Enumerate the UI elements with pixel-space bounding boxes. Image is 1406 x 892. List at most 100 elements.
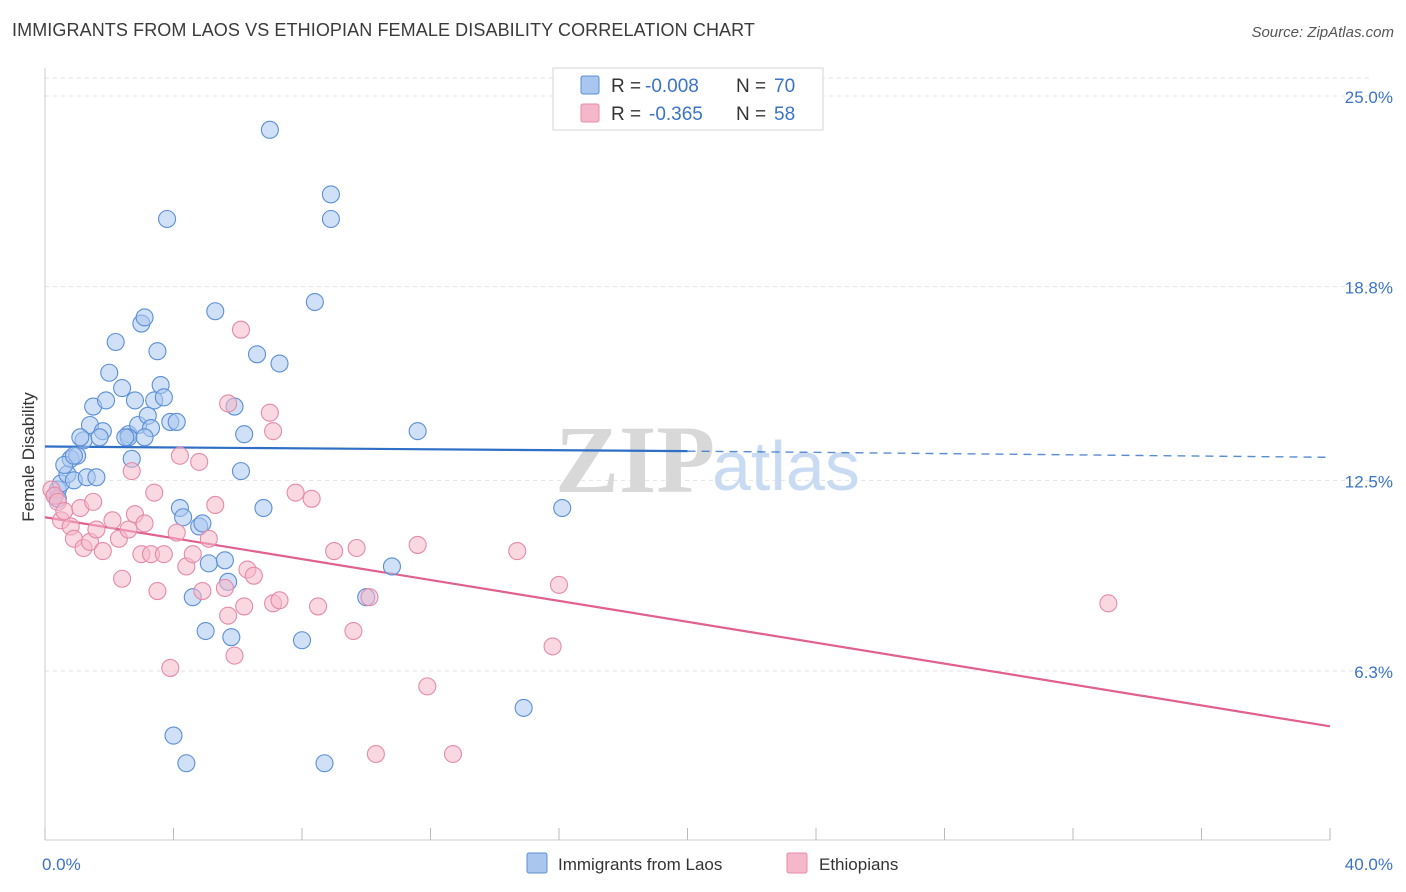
- laos-point: [116, 428, 135, 447]
- ethiopians-point: [87, 520, 106, 539]
- ethiopians-point: [135, 514, 154, 533]
- laos-point: [514, 698, 533, 717]
- y-tick-label: 18.8%: [1345, 279, 1393, 298]
- ethiopians-point: [302, 489, 321, 508]
- laos-point: [96, 391, 116, 410]
- legend-swatch-laos: [580, 75, 600, 95]
- ethiopians-point: [286, 483, 305, 502]
- ethiopians-point: [199, 529, 218, 548]
- ethiopians-point: [215, 578, 234, 598]
- ethiopians-point: [113, 569, 132, 588]
- laos-trend-line: [44, 445, 688, 453]
- x-tick-label: 0.0%: [42, 855, 81, 874]
- laos-point: [215, 551, 234, 570]
- laos-point: [292, 631, 312, 650]
- ethiopians-point: [145, 483, 164, 502]
- ethiopians-point: [167, 523, 186, 542]
- stats-legend: R = -0.008 N = 70 R = -0.365 N = 58: [552, 67, 824, 131]
- axes: [44, 68, 1331, 841]
- laos-point: [64, 446, 83, 465]
- laos-point: [254, 498, 273, 518]
- legend-n-label-ethiopians: N =: [736, 104, 766, 125]
- laos-point: [193, 514, 212, 533]
- legend-series-laos: Immigrants from Laos: [558, 855, 722, 874]
- y-axis-title: Female Disability: [19, 392, 38, 522]
- ethiopians-point: [161, 658, 180, 677]
- laos-point: [71, 428, 90, 447]
- ethiopians-point: [190, 452, 209, 471]
- x-tick-labels: 0.0% 40.0%: [42, 855, 1393, 874]
- y-tick-label: 25.0%: [1345, 88, 1393, 107]
- laos-point: [167, 412, 186, 431]
- laos-point: [113, 379, 132, 398]
- data-points: [42, 120, 1118, 773]
- ethiopians-point: [84, 492, 103, 511]
- laos-point: [90, 428, 109, 447]
- ethiopians-trend-line: [44, 516, 1331, 728]
- legend-series-ethiopians: Ethiopians: [819, 855, 898, 874]
- trend-lines: [44, 445, 1331, 728]
- laos-point: [177, 754, 196, 773]
- laos-point: [164, 726, 183, 745]
- source-credit: Source: ZipAtlas.com: [1251, 24, 1394, 41]
- ethiopians-point: [347, 538, 366, 558]
- laos-point: [408, 422, 427, 441]
- ethiopians-point: [260, 403, 279, 422]
- legend-n-label-laos: N =: [736, 76, 766, 97]
- legend-r-value-laos: -0.008: [645, 76, 699, 97]
- ethiopians-point: [103, 511, 122, 530]
- ethiopians-point: [235, 597, 254, 616]
- ethiopians-point: [231, 320, 251, 339]
- legend-n-value-laos: 70: [774, 76, 795, 97]
- laos-point: [87, 468, 106, 487]
- watermark-atlas: atlas: [712, 427, 860, 505]
- ethiopians-point: [309, 597, 328, 616]
- laos-point: [100, 363, 119, 382]
- laos-point: [231, 462, 251, 481]
- ethiopians-point: [408, 535, 427, 554]
- ethiopians-point: [1099, 594, 1118, 613]
- legend-r-label-ethiopians: R =: [611, 104, 641, 125]
- ethiopians-point: [508, 542, 527, 561]
- ethiopians-point: [549, 575, 569, 594]
- ethiopians-point: [183, 545, 202, 564]
- ethiopians-point: [93, 542, 112, 561]
- legend-r-label-laos: R =: [611, 76, 641, 97]
- grid-lines: [45, 77, 1370, 672]
- laos-point: [199, 554, 218, 573]
- laos-point: [135, 428, 154, 447]
- ethiopians-point: [55, 502, 74, 521]
- laos-point: [321, 185, 340, 204]
- laos-point: [158, 209, 177, 229]
- laos-point: [154, 388, 173, 407]
- ethiopians-point: [325, 542, 344, 561]
- ethiopians-point: [264, 422, 283, 441]
- laos-point: [382, 557, 402, 576]
- legend-swatch-bottom-ethiopians: [786, 852, 808, 874]
- laos-point: [321, 209, 340, 229]
- laos-point: [247, 345, 267, 364]
- laos-point: [315, 754, 334, 773]
- x-tick-label: 40.0%: [1345, 855, 1393, 874]
- laos-point: [235, 425, 254, 444]
- ethiopians-point: [360, 588, 379, 607]
- ethiopians-point: [193, 582, 212, 601]
- watermark: ZIP atlas: [555, 406, 860, 513]
- legend-r-value-ethiopians: -0.365: [649, 104, 703, 125]
- laos-point: [305, 292, 324, 312]
- y-tick-label: 6.3%: [1354, 663, 1393, 682]
- laos-point: [553, 498, 572, 518]
- laos-point: [106, 332, 125, 352]
- laos-point: [196, 621, 215, 641]
- ethiopians-point: [119, 520, 138, 539]
- ethiopians-point: [170, 446, 189, 465]
- laos-point: [125, 391, 144, 410]
- ethiopians-point: [219, 606, 238, 625]
- ethiopians-point: [270, 591, 289, 610]
- y-tick-labels: 6.3% 12.5% 18.8% 25.0%: [1345, 88, 1393, 682]
- ethiopians-point: [418, 677, 437, 696]
- laos-point: [270, 354, 289, 373]
- ethiopians-point: [219, 394, 238, 413]
- ethiopians-point: [154, 545, 173, 564]
